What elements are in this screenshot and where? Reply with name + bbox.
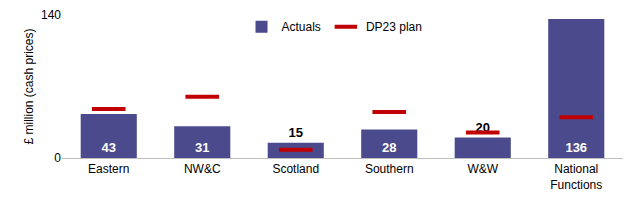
svg-text:Scotland: Scotland <box>272 162 319 176</box>
svg-text:Actuals: Actuals <box>282 20 321 34</box>
svg-text:31: 31 <box>195 140 209 155</box>
svg-text:NW&C: NW&C <box>184 162 221 176</box>
svg-text:£ million (cash prices): £ million (cash prices) <box>22 28 36 144</box>
svg-text:15: 15 <box>289 125 303 140</box>
svg-text:Eastern: Eastern <box>88 162 129 176</box>
svg-text:NationalFunctions: NationalFunctions <box>550 162 602 192</box>
svg-text:Southern: Southern <box>365 162 414 176</box>
svg-text:136: 136 <box>565 140 587 155</box>
svg-text:DP23 plan: DP23 plan <box>366 20 422 34</box>
svg-text:20: 20 <box>476 120 490 135</box>
svg-text:43: 43 <box>102 140 116 155</box>
svg-text:28: 28 <box>382 140 396 155</box>
svg-text:0: 0 <box>54 151 61 165</box>
svg-text:140: 140 <box>41 8 61 22</box>
svg-text:W&W: W&W <box>467 162 498 176</box>
